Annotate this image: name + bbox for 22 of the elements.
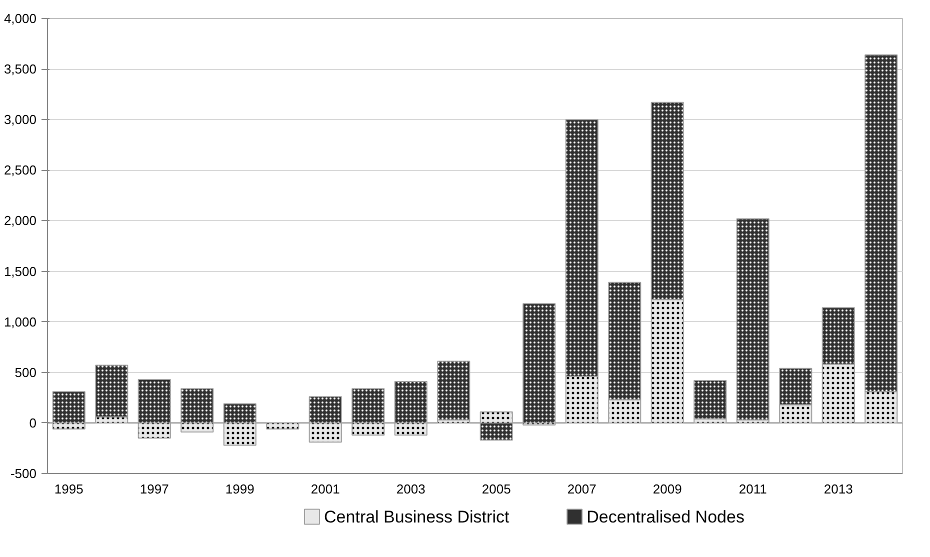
legend-label: Decentralised Nodes <box>586 507 744 526</box>
y-tick-label: 1,500 <box>4 264 37 279</box>
x-tick-label: 2007 <box>567 482 596 496</box>
x-tick-label: 2009 <box>652 482 682 496</box>
legend-label: Central Business District <box>324 507 510 526</box>
x-tick-label: 1999 <box>225 482 254 496</box>
x-tick-label: 2001 <box>310 482 340 496</box>
y-tick-label: 1,000 <box>4 314 37 330</box>
y-tick-label: 500 <box>14 364 37 380</box>
x-tick-label: 2013 <box>824 482 853 496</box>
x-tick-label: 1997 <box>140 482 169 496</box>
y-tick-label: 3,500 <box>4 62 37 77</box>
y-tick-label: 4,000 <box>4 11 37 26</box>
x-tick-label: 1995 <box>54 482 84 496</box>
x-tick-label: 2011 <box>738 482 767 496</box>
y-tick-label: 0 <box>29 415 37 430</box>
y-tick-label: 2,000 <box>4 213 37 228</box>
x-tick-label: 2005 <box>482 482 511 496</box>
y-tick-label: -500 <box>10 466 37 481</box>
y-tick-label: 2,500 <box>4 162 37 178</box>
x-tick-label: 2003 <box>396 482 426 496</box>
y-tick-label: 3,000 <box>4 112 37 128</box>
